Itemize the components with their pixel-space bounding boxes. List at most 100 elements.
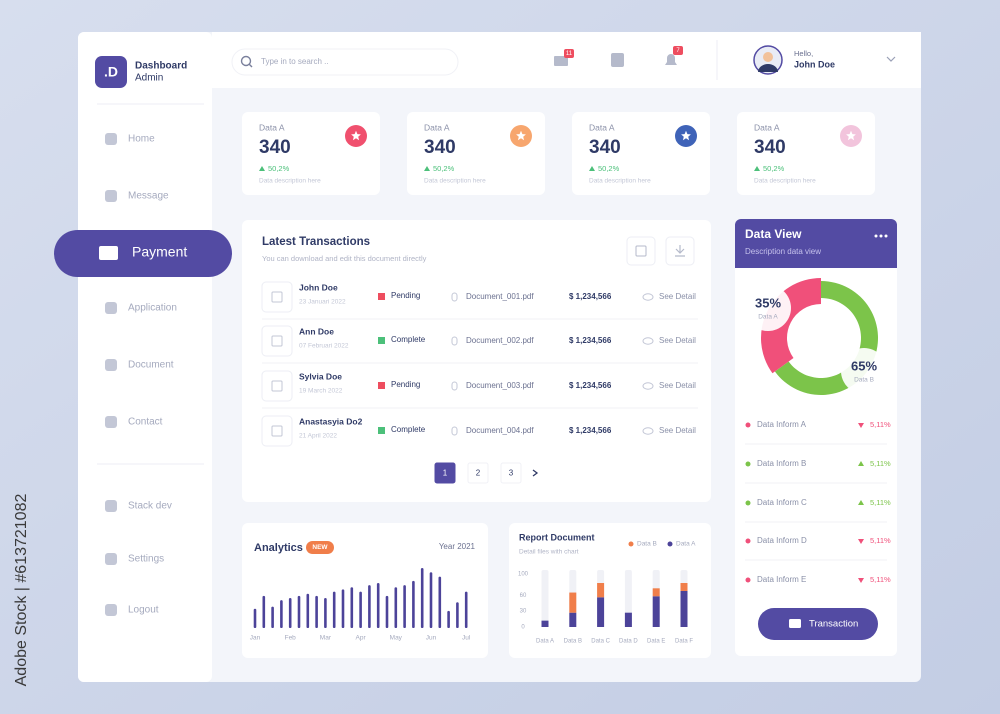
nav-label[interactable]: Home: [128, 134, 155, 145]
stat-change: 50,2%: [598, 164, 620, 173]
bar: [324, 598, 327, 628]
bell-icon[interactable]: [665, 54, 677, 65]
bar: [359, 591, 362, 628]
x-tick-label: Data B: [564, 639, 582, 645]
mail-icon[interactable]: [554, 56, 568, 66]
menu-icon[interactable]: [884, 234, 888, 238]
stat-change: 50,2%: [763, 164, 785, 173]
nav-label[interactable]: Logout: [128, 605, 159, 616]
nav-label[interactable]: Settings: [128, 554, 164, 565]
bar-segment: [652, 596, 660, 627]
row-status: Pending: [391, 291, 420, 300]
bar-segment: [597, 583, 605, 598]
inform-change: 5,11%: [870, 575, 891, 584]
stat-label: Data A: [259, 122, 285, 132]
card-title: Latest Transactions: [262, 236, 370, 248]
bar: [438, 576, 442, 628]
x-tick-label: Data C: [591, 639, 610, 645]
bar: [253, 608, 257, 628]
nav-icon: [105, 302, 117, 314]
contact-icon[interactable]: [611, 53, 624, 67]
x-tick-label: Jan: [250, 635, 261, 642]
menu-icon[interactable]: [879, 234, 883, 238]
row-action[interactable]: See Detail: [659, 336, 696, 345]
page-number[interactable]: 2: [476, 469, 481, 478]
badge-text: NEW: [312, 544, 328, 551]
brand-title: Dashboard: [135, 61, 187, 72]
nav-label[interactable]: Stack dev: [128, 501, 172, 512]
bar: [420, 568, 424, 628]
bar: [288, 598, 292, 628]
nav-label[interactable]: Application: [128, 303, 177, 314]
nav-icon: [105, 553, 117, 565]
trend-icon: [858, 500, 864, 505]
category-label: Data B: [854, 377, 874, 384]
transaction-button[interactable]: [758, 608, 878, 640]
logo: [95, 56, 127, 88]
page-button[interactable]: [467, 462, 489, 484]
nav-label[interactable]: Payment: [132, 244, 187, 260]
next-page[interactable]: [532, 469, 539, 477]
page-number[interactable]: 1: [443, 469, 448, 478]
legend-label: Data B: [637, 541, 657, 548]
inform-dot: [745, 500, 751, 506]
bar: [412, 580, 415, 628]
row-amount: $ 1,234,566: [569, 381, 612, 390]
inform-label: Data Inform A: [757, 420, 807, 429]
nav-icon: [105, 359, 117, 371]
trend-icon: [424, 166, 430, 171]
mail-badge: [564, 49, 574, 58]
eye-icon: [642, 427, 654, 435]
inform-change: 5,11%: [870, 536, 891, 545]
bar: [429, 572, 433, 628]
button-icon: [789, 619, 801, 628]
label-bubble: [841, 348, 887, 394]
row-amount: $ 1,234,566: [569, 426, 612, 435]
menu-icon[interactable]: [874, 234, 878, 238]
status-marker: [378, 337, 385, 344]
bar: [376, 583, 380, 628]
nav-label[interactable]: Document: [128, 360, 174, 371]
bar: [341, 589, 345, 628]
stat-change: 50,2%: [433, 164, 455, 173]
nav-icon: [105, 190, 117, 202]
page-button[interactable]: [434, 462, 456, 484]
stat-label: Data A: [424, 122, 450, 132]
nav-icon: [105, 604, 117, 616]
star: [846, 130, 856, 141]
search-box[interactable]: [231, 48, 459, 76]
bell-badge: [673, 46, 683, 55]
logo-text: .D: [104, 64, 118, 80]
inform-label: Data Inform B: [757, 459, 806, 468]
page-button[interactable]: [500, 462, 522, 484]
nav-active[interactable]: [54, 230, 232, 277]
calendar-button[interactable]: [626, 236, 656, 266]
inform-change: 5,11%: [870, 459, 891, 468]
bar-segment: [569, 612, 577, 627]
nav-icon: [99, 246, 118, 260]
inform-change: 5,11%: [870, 420, 891, 429]
stat-label: Data A: [589, 122, 615, 132]
row-amount: $ 1,234,566: [569, 336, 612, 345]
trend-icon: [754, 166, 760, 171]
clip-icon: [451, 292, 458, 302]
star: [681, 130, 691, 141]
row-action[interactable]: See Detail: [659, 381, 696, 390]
chart-title: Report Document: [519, 532, 595, 542]
trend-icon: [259, 166, 265, 171]
stat-description: Data description here: [589, 178, 651, 185]
page-number[interactable]: 3: [509, 469, 514, 478]
bar: [456, 602, 459, 628]
row-name: John Doe: [299, 282, 338, 292]
row-action[interactable]: See Detail: [659, 426, 696, 435]
bar-segment: [569, 592, 577, 613]
bar-track: [541, 570, 549, 627]
row-action[interactable]: See Detail: [659, 292, 696, 301]
nav-label[interactable]: Contact: [128, 417, 163, 428]
nav-label[interactable]: Message: [128, 191, 169, 202]
x-tick-label: Feb: [285, 635, 297, 642]
dropdown-icon[interactable]: [886, 56, 896, 62]
brand-subtitle: Admin: [135, 73, 163, 84]
search-icon: [240, 55, 252, 67]
bar: [315, 595, 318, 628]
